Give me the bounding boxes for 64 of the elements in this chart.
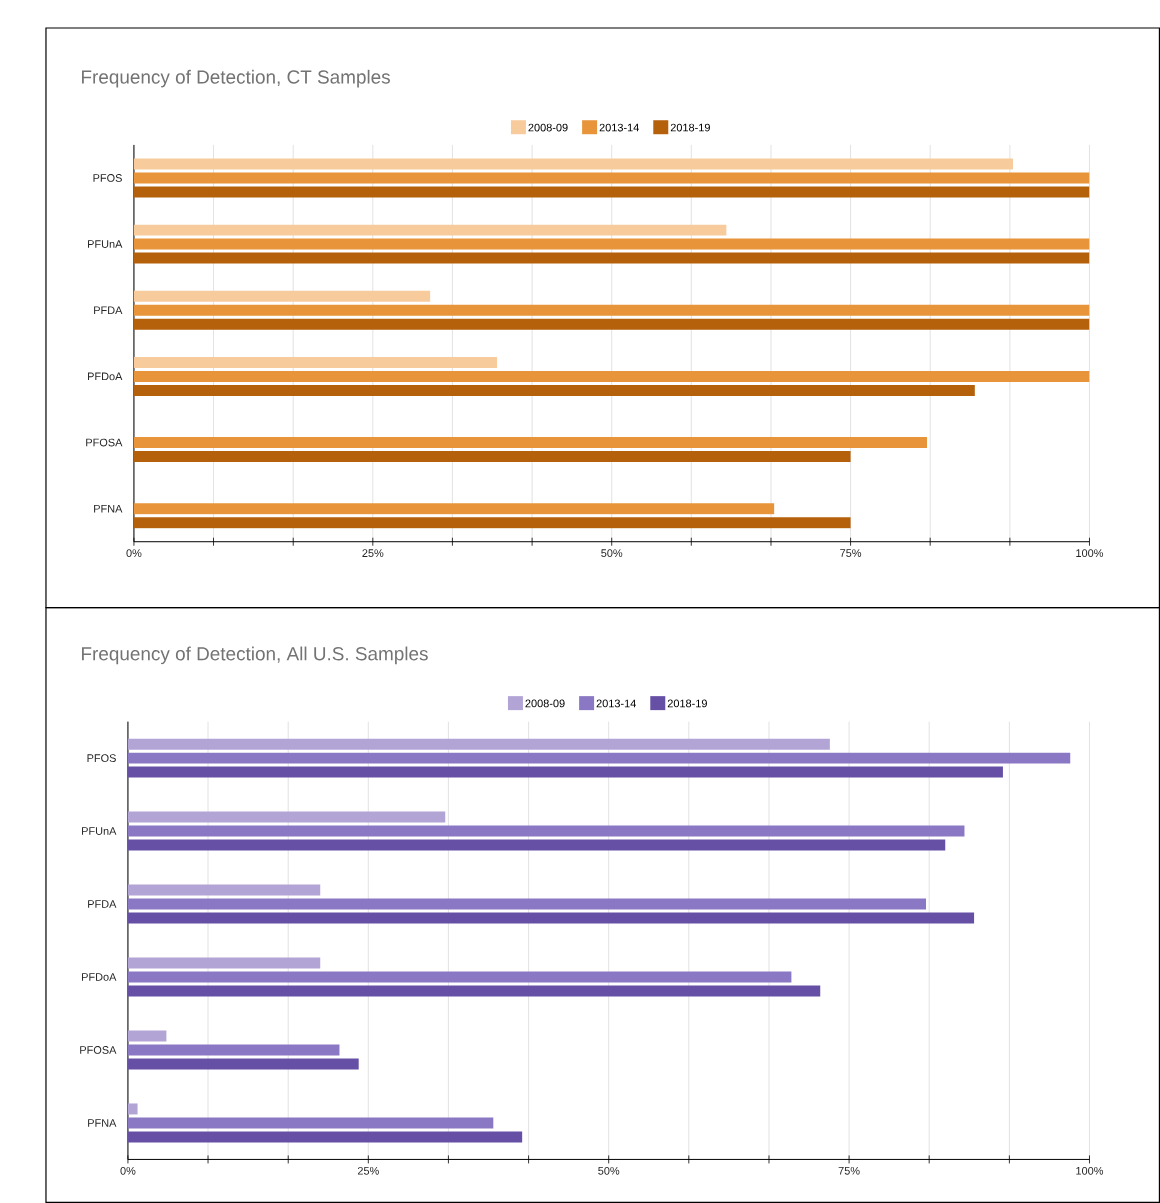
bar <box>133 252 1090 264</box>
y-tick-label: PFDoA <box>88 372 123 381</box>
bar <box>133 356 498 368</box>
y-tick-label: PFNA <box>88 1119 117 1127</box>
chart-title: Frequency of Detection, All U.S. Samples <box>82 646 428 665</box>
legend-label: 2013-14 <box>599 123 639 132</box>
legend-label: 2008-09 <box>528 123 568 132</box>
bar <box>127 1058 359 1070</box>
bar <box>127 752 1071 764</box>
x-tick-label: 75% <box>840 549 862 557</box>
bar <box>127 1044 340 1056</box>
bar <box>127 811 446 823</box>
x-tick-label: 0% <box>126 549 142 557</box>
bar <box>127 1103 138 1115</box>
legend-label: 2008-09 <box>525 699 565 708</box>
y-tick-label: PFOSA <box>86 438 123 447</box>
bar <box>133 172 1090 184</box>
x-tick-label: 50% <box>601 549 623 557</box>
bar <box>127 839 946 851</box>
bar <box>127 957 321 969</box>
legend-label: 2018-19 <box>667 699 707 708</box>
y-tick-label: PFDA <box>94 306 123 315</box>
bar <box>127 825 965 837</box>
bar <box>133 451 851 463</box>
y-tick-label: PFUnA <box>88 240 123 248</box>
bar <box>127 766 1003 778</box>
bar <box>133 304 1090 316</box>
bar <box>133 437 928 449</box>
bar <box>127 1030 167 1042</box>
x-tick-label: 75% <box>838 1166 860 1175</box>
bar <box>133 186 1090 198</box>
y-tick-label: PFNA <box>94 504 123 513</box>
bar <box>127 1117 494 1129</box>
legend-label: 2018-19 <box>670 123 710 132</box>
bar <box>127 912 975 924</box>
x-tick-label: 25% <box>357 1166 379 1175</box>
y-tick-label: PFOSA <box>80 1046 117 1054</box>
x-tick-label: 25% <box>362 549 384 557</box>
bar <box>133 238 1090 250</box>
bar <box>133 158 1014 170</box>
bar <box>133 224 727 236</box>
bar <box>127 738 830 750</box>
bar <box>133 503 775 515</box>
bar <box>127 884 321 896</box>
y-tick-label: PFUnA <box>82 827 117 835</box>
x-tick-label: 0% <box>120 1166 136 1175</box>
bar <box>133 517 851 529</box>
bar <box>127 985 821 997</box>
bar <box>133 290 431 302</box>
bar <box>127 971 792 983</box>
bar <box>133 318 1090 330</box>
y-tick-label: PFDA <box>88 900 117 908</box>
bar <box>127 898 927 910</box>
y-tick-label: PFOS <box>93 174 122 182</box>
bar <box>133 384 975 396</box>
chart-title: Frequency of Detection, CT Samples <box>82 69 390 88</box>
x-tick-label: 50% <box>598 1166 620 1175</box>
y-tick-label: PFDoA <box>82 973 117 981</box>
bar <box>133 370 1090 382</box>
x-tick-label: 100% <box>1076 549 1104 557</box>
y-tick-label: PFOS <box>87 754 116 762</box>
bar <box>127 1131 523 1143</box>
x-tick-label: 100% <box>1076 1166 1104 1175</box>
legend-label: 2013-14 <box>596 699 636 708</box>
